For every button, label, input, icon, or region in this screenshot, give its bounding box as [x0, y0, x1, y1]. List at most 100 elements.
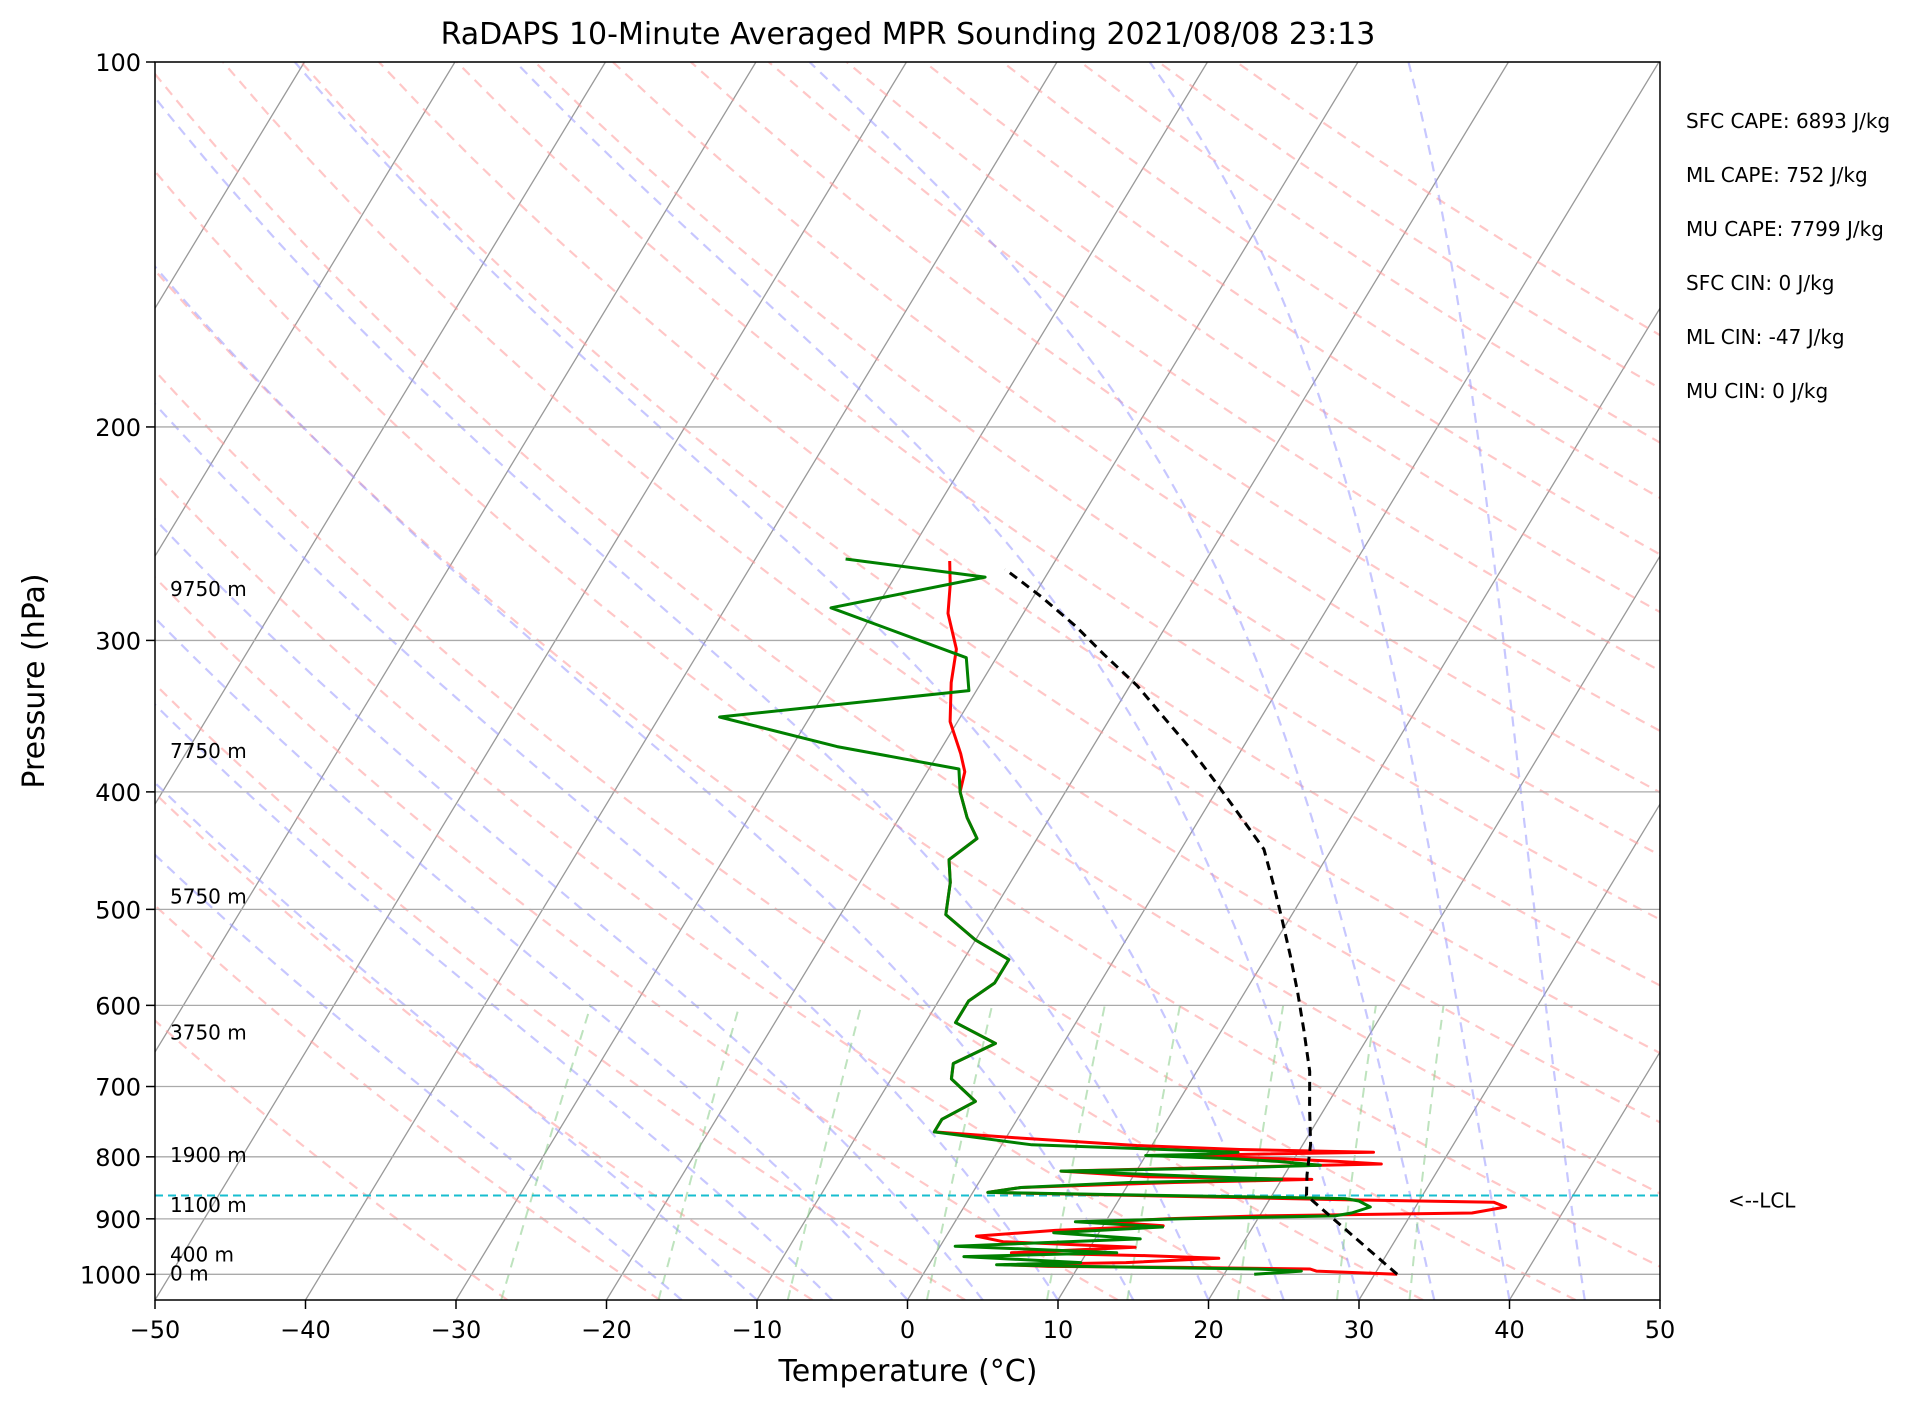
dry-adiabat: [534, 62, 1660, 857]
parcel-trace: [1004, 567, 1399, 1276]
y-tick-label: 600: [95, 992, 141, 1020]
isotherm-line: [155, 62, 908, 1300]
isotherm-line: [756, 62, 1510, 1300]
dry-adiabat: [923, 62, 1660, 556]
y-tick-label: 800: [95, 1144, 141, 1172]
isotherm-line: [605, 62, 1359, 1300]
dry-adiabat: [155, 1019, 509, 1300]
dry-adiabat: [767, 62, 1660, 673]
x-axis-label: Temperature (°C): [778, 1354, 1038, 1389]
isotherm-line: [155, 62, 607, 806]
sounding-traces: [718, 557, 1508, 1276]
isotherm-line: [455, 62, 1209, 1300]
isotherm-line: [1811, 62, 1925, 1300]
x-tick-label: −50: [130, 1316, 181, 1344]
moist-adiabat: [1148, 62, 1511, 1300]
moist-adiabat: [293, 62, 1285, 1300]
dry-adiabat: [155, 369, 1424, 1300]
height-label: 9750 m: [170, 577, 247, 601]
isotherm-line: [304, 62, 1058, 1300]
dry-adiabat: [1079, 62, 1660, 444]
dry-adiabat: [155, 904, 661, 1300]
dry-adiabat-lines: [155, 62, 1660, 1300]
y-tick-label: 1000: [80, 1261, 141, 1289]
moist-adiabat: [155, 264, 1135, 1300]
mixing-ratio-line: [1408, 1005, 1445, 1300]
dry-adiabat: [378, 62, 1660, 987]
moist-adiabat-lines: [155, 62, 1586, 1300]
isotherm-lines: [0, 62, 1925, 1300]
height-labels: 9750 m 7750 m 5750 m 3750 m 1900 m 1100 m 400 …: [170, 577, 247, 1285]
dry-adiabat: [1001, 62, 1660, 500]
index-annotation: ML CIN: -47 J/kg: [1686, 325, 1845, 349]
height-label: 5750 m: [170, 885, 247, 909]
height-label: 7750 m: [170, 739, 247, 763]
mixing-ratio-line: [1336, 1005, 1377, 1300]
x-tick-label: 10: [1043, 1316, 1074, 1344]
y-tick-label: 500: [95, 896, 141, 924]
x-tick-label: −10: [732, 1316, 783, 1344]
dry-adiabat: [690, 62, 1660, 733]
dry-adiabat: [155, 72, 1660, 1195]
isotherm-line: [1057, 306, 1660, 1300]
isotherm-line: [0, 62, 3, 1300]
index-annotation: ML CAPE: 752 J/kg: [1686, 163, 1868, 187]
dry-adiabat: [845, 62, 1660, 614]
moist-adiabat: [155, 517, 984, 1300]
isotherm-line: [1508, 1050, 1660, 1300]
chart-title: RaDAPS 10-Minute Averaged MPR Sounding 2…: [441, 17, 1376, 52]
moist-adiabat: [155, 95, 1210, 1300]
mixing-ratio-line: [786, 1005, 863, 1300]
y-tick-label: 300: [95, 627, 141, 655]
moist-adiabat: [155, 402, 1059, 1300]
dry-adiabat: [300, 62, 1660, 1055]
height-label: 0 m: [170, 1261, 209, 1285]
mixing-ratio-line: [500, 1005, 592, 1300]
moist-adiabat: [1407, 62, 1586, 1300]
y-tick-label: 700: [95, 1074, 141, 1102]
moist-adiabat: [514, 62, 1361, 1300]
index-annotation: MU CIN: 0 J/kg: [1686, 379, 1828, 403]
isobar-lines: [155, 61, 1660, 1275]
lcl-label: <--LCL: [1728, 1189, 1796, 1213]
x-tick-label: 0: [900, 1316, 915, 1344]
moist-adiabat: [155, 781, 758, 1300]
isotherm-line: [906, 62, 1660, 1300]
isotherm-line: [1207, 554, 1660, 1300]
moist-adiabat: [155, 853, 683, 1300]
dry-adiabat: [1157, 62, 1660, 390]
isotherm-line: [1659, 1298, 1660, 1300]
y-tick-label: 200: [95, 414, 141, 442]
dry-adiabat: [155, 575, 1119, 1300]
dry-adiabat: [155, 169, 1660, 1268]
y-tick-label: 100: [95, 49, 141, 77]
x-tick-label: 40: [1494, 1316, 1525, 1344]
index-annotation: SFC CIN: 0 J/kg: [1686, 271, 1834, 295]
index-annotations: SFC CAPE: 6893 J/kg ML CAPE: 752 J/kg MU C…: [1686, 109, 1890, 403]
dry-adiabat: [155, 471, 1271, 1300]
y-axis: 100 200 300 400 500 600 700 800 900 1000: [80, 49, 155, 1289]
dry-adiabat: [1235, 62, 1660, 337]
index-annotation: MU CAPE: 7799 J/kg: [1686, 217, 1884, 241]
height-label: 3750 m: [170, 1021, 247, 1045]
height-label: 400 m: [170, 1242, 234, 1266]
x-tick-label: −30: [431, 1316, 482, 1344]
x-tick-label: −20: [581, 1316, 632, 1344]
height-label: 1900 m: [170, 1143, 247, 1167]
dry-adiabat: [222, 62, 1660, 1124]
index-annotation: SFC CAPE: 6893 J/kg: [1686, 109, 1890, 133]
moist-adiabat: [155, 616, 909, 1300]
mixing-ratio-line: [925, 1005, 994, 1300]
x-tick-label: 50: [1645, 1316, 1676, 1344]
y-axis-label: Pressure (hPa): [17, 573, 52, 788]
y-tick-label: 400: [95, 779, 141, 807]
dry-adiabat: [155, 682, 966, 1300]
x-tick-label: 20: [1193, 1316, 1224, 1344]
dry-adiabat: [612, 62, 1660, 794]
moist-adiabat: [155, 703, 834, 1300]
x-axis: −50 −40 −30 −20 −10 0 10 20 30 40 50: [130, 1300, 1676, 1344]
height-label: 1100 m: [170, 1193, 247, 1217]
isotherm-line: [1358, 802, 1660, 1300]
y-tick-label: 900: [95, 1206, 141, 1234]
